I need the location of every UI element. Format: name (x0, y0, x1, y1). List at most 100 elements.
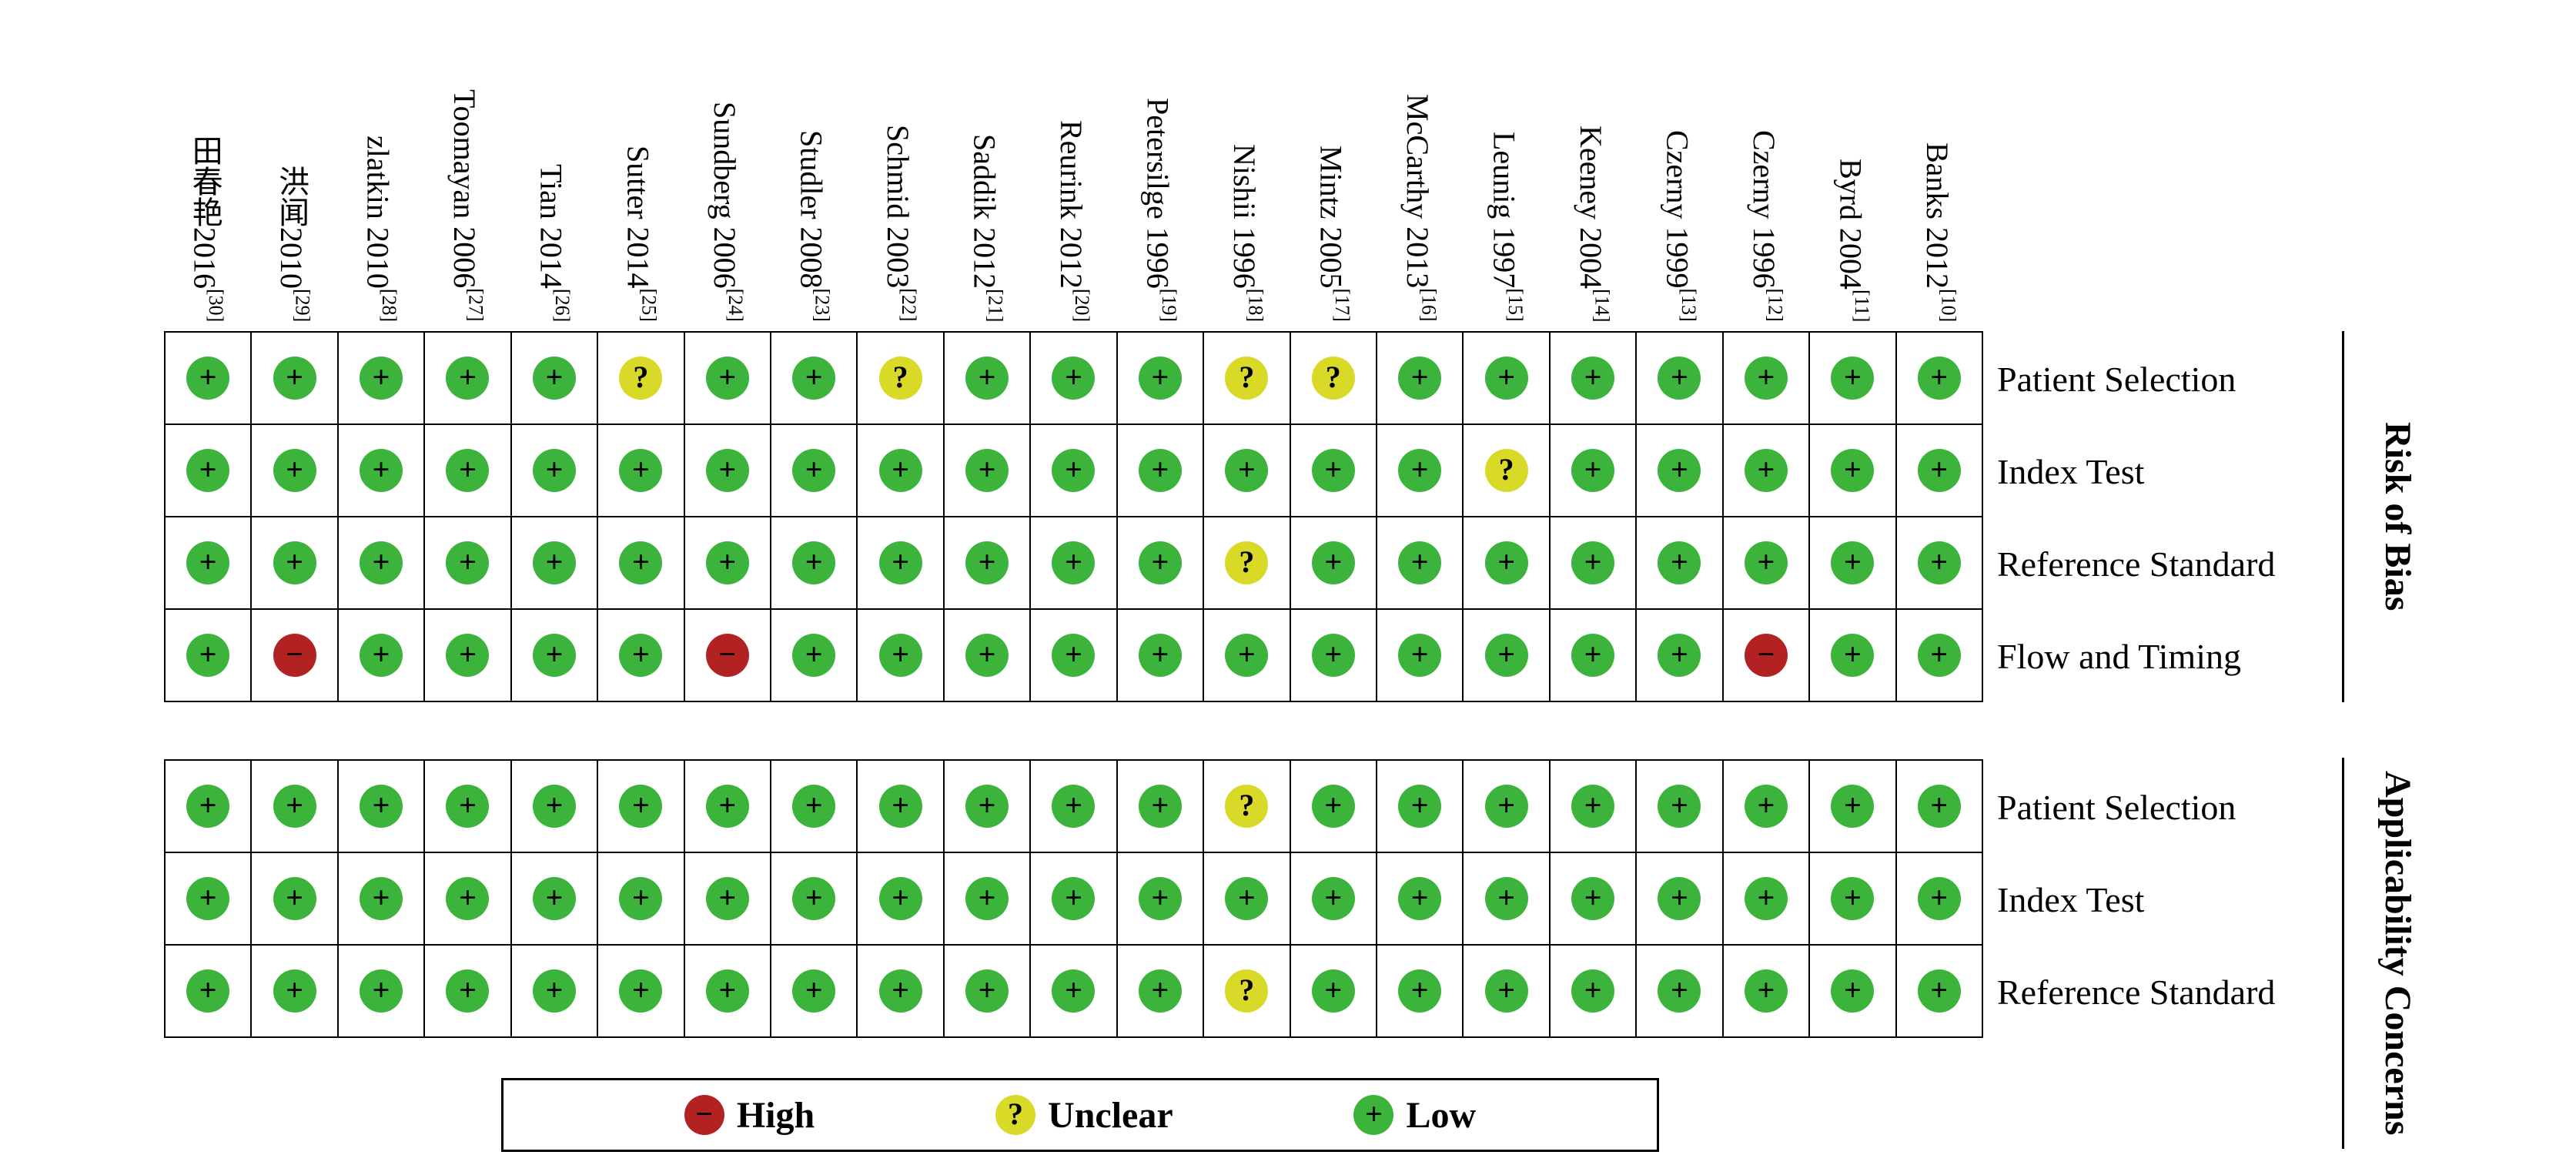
judgement-low-icon: + (705, 969, 749, 1013)
judgement-symbol: + (372, 544, 390, 579)
study-citation-ref: [27] (464, 288, 487, 322)
judgement-symbol: + (718, 360, 737, 394)
judgement-symbol: + (1930, 788, 1949, 822)
legend-entry-high: − High (684, 1094, 815, 1137)
study-name: Sutter 2014 (621, 146, 656, 289)
judgement-symbol: + (892, 452, 910, 487)
study-label: Petersilge 1996[19] (1140, 98, 1179, 322)
judgement-low-icon: + (1831, 449, 1875, 492)
judgement-symbol: + (1497, 788, 1516, 822)
judgement-symbol: + (1497, 544, 1516, 579)
study-name: Sundberg 2006 (707, 102, 742, 289)
judgement-cell: + (771, 761, 858, 853)
judgement-cell: + (1464, 946, 1551, 1038)
judgement-cell: + (598, 946, 685, 1038)
study-citation-ref: [30] (204, 288, 227, 322)
judgement-low-icon: + (792, 357, 836, 400)
judgement-symbol: + (459, 973, 477, 1007)
study-column-header: Schmid 2003[22] (857, 0, 944, 330)
judgement-symbol: + (1671, 452, 1688, 487)
judgement-cell: + (1290, 610, 1377, 702)
judgement-symbol: + (372, 452, 390, 487)
judgement-symbol: + (1151, 788, 1169, 822)
judgement-cell: + (1377, 517, 1464, 610)
judgement-low-icon: + (1658, 634, 1701, 677)
judgement-low-icon: + (1138, 541, 1182, 584)
judgement-symbol: + (1671, 544, 1688, 579)
study-label: McCarthy 2013[16] (1400, 94, 1440, 322)
judgement-cell: + (252, 761, 339, 853)
study-citation-ref: [23] (811, 288, 834, 322)
judgement-low-icon: + (1484, 877, 1528, 920)
study-name: 洪闻2010 (274, 165, 309, 289)
study-label: Mintz 2005[17] (1314, 146, 1353, 322)
study-label: Czerny 1999[13] (1661, 130, 1700, 322)
judgement-cell: + (771, 853, 858, 946)
study-name: Toomayan 2006 (447, 89, 483, 289)
judgement-symbol: + (1671, 880, 1688, 915)
judgement-cell: + (425, 853, 512, 946)
judgement-cell: + (1377, 425, 1464, 517)
judgement-symbol: + (286, 880, 304, 915)
judgement-low-icon: + (532, 634, 576, 677)
judgement-low-icon: + (186, 449, 230, 492)
judgement-cell: + (944, 761, 1032, 853)
judgement-low-icon: + (1311, 449, 1355, 492)
judgement-cell: + (598, 610, 685, 702)
judgement-low-icon: + (1917, 541, 1961, 584)
judgement-symbol: ? (1239, 360, 1255, 394)
judgement-symbol: + (1151, 637, 1169, 671)
judgement-symbol: + (1584, 452, 1602, 487)
judgement-symbol: + (459, 544, 477, 579)
study-citation-ref: [18] (1244, 288, 1267, 322)
judgement-low-icon: + (186, 541, 230, 584)
judgement-cell: + (944, 946, 1032, 1038)
judgement-cell: + (1117, 517, 1205, 610)
judgement-symbol: + (978, 637, 996, 671)
judgement-cell: + (1204, 610, 1291, 702)
judgement-cell: + (858, 853, 945, 946)
judgement-low-icon: + (1138, 785, 1182, 828)
judgement-symbol: + (1930, 973, 1949, 1007)
study-label: Leunig 1997[15] (1487, 132, 1527, 322)
judgement-cell: + (858, 610, 945, 702)
judgement-low-icon: + (705, 541, 749, 584)
judgement-low-icon: + (1311, 785, 1355, 828)
judgement-symbol: + (286, 973, 304, 1007)
study-label: Banks 2012[10] (1920, 142, 1959, 322)
judgement-symbol: + (1237, 637, 1256, 671)
study-citation-ref: [21] (984, 288, 1007, 322)
risk-of-bias-row-labels: Patient Selection Index Test Reference Sta… (1997, 331, 2275, 702)
judgement-low-icon: + (186, 877, 230, 920)
judgement-low-icon: + (1658, 785, 1701, 828)
judgement-low-icon: + (360, 877, 403, 920)
legend-label: Unclear (1048, 1094, 1173, 1136)
judgement-low-icon: + (273, 449, 316, 492)
judgement-symbol: + (1410, 880, 1429, 915)
judgement-cell: + (1031, 425, 1118, 517)
judgement-symbol: ? (1239, 788, 1255, 822)
judgement-cell: + (1117, 853, 1205, 946)
judgement-symbol: + (805, 788, 823, 822)
study-name: Reurink 2012 (1053, 119, 1089, 289)
judgement-low-icon: + (1571, 785, 1615, 828)
judgement-cell: + (1723, 517, 1811, 610)
judgement-unclear-icon: ? (878, 357, 922, 400)
judgement-cell: + (1117, 610, 1205, 702)
judgement-low-icon: + (1052, 449, 1096, 492)
study-label: Tian 2014[26] (534, 164, 574, 322)
study-column-header: Tian 2014[26] (510, 0, 597, 330)
judgement-low-icon: + (619, 449, 663, 492)
judgement-low-icon: + (792, 449, 836, 492)
judgement-cell: + (771, 333, 858, 425)
judgement-low-icon: + (532, 969, 576, 1013)
judgement-symbol: + (1065, 360, 1082, 394)
judgement-symbol: + (1757, 973, 1775, 1007)
judgement-low-icon: + (273, 969, 316, 1013)
judgement-symbol: + (1843, 788, 1862, 822)
legend-low-icon: + (1353, 1095, 1394, 1135)
judgement-symbol: ? (1239, 973, 1255, 1007)
judgement-symbol: + (286, 452, 304, 487)
judgement-cell: + (1810, 425, 1897, 517)
judgement-symbol: + (545, 973, 564, 1007)
